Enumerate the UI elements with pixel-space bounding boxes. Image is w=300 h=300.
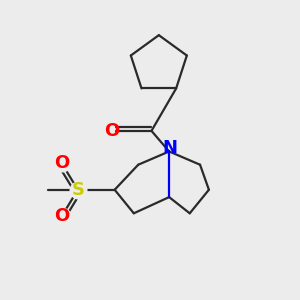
- Text: O: O: [104, 122, 119, 140]
- Text: N: N: [162, 139, 177, 157]
- Text: S: S: [71, 181, 84, 199]
- Text: O: O: [54, 207, 69, 225]
- Text: O: O: [54, 154, 69, 172]
